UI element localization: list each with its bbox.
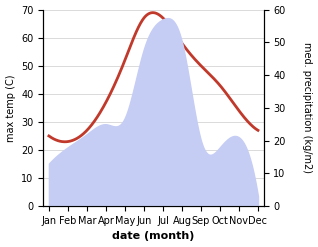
X-axis label: date (month): date (month): [112, 231, 195, 242]
Y-axis label: med. precipitation (kg/m2): med. precipitation (kg/m2): [302, 42, 313, 173]
Y-axis label: max temp (C): max temp (C): [5, 74, 16, 142]
